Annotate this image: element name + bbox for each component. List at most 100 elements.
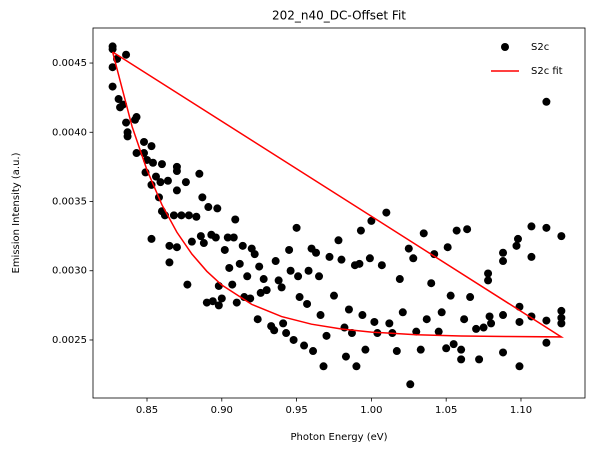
point — [225, 263, 234, 272]
point — [211, 233, 220, 242]
point — [196, 232, 205, 241]
point — [122, 118, 131, 127]
point — [303, 299, 312, 308]
point — [356, 226, 365, 235]
point — [304, 266, 313, 275]
x-tick-label: 1.00 — [360, 405, 382, 416]
fit-line — [111, 51, 564, 338]
point — [542, 97, 551, 106]
point — [192, 212, 201, 221]
point — [132, 149, 141, 158]
point — [108, 82, 117, 91]
point — [358, 311, 367, 320]
point — [286, 266, 295, 275]
x-tick-label: 1.05 — [435, 405, 457, 416]
point — [187, 237, 196, 246]
point — [542, 338, 551, 347]
point — [446, 291, 455, 300]
point — [377, 261, 386, 270]
point — [172, 167, 181, 176]
point — [385, 319, 394, 328]
point — [319, 362, 328, 371]
point — [274, 276, 283, 285]
point — [292, 223, 301, 232]
point — [151, 172, 160, 181]
point — [395, 275, 404, 284]
point — [271, 257, 280, 266]
point — [198, 193, 207, 202]
point — [181, 178, 190, 187]
point — [479, 323, 488, 332]
point — [527, 222, 536, 231]
point — [156, 178, 165, 187]
point — [361, 345, 370, 354]
point — [499, 311, 508, 320]
point — [457, 345, 466, 354]
point — [147, 142, 156, 151]
point — [404, 244, 413, 253]
point — [475, 355, 484, 364]
point — [184, 211, 193, 220]
point — [406, 380, 415, 389]
point — [325, 252, 334, 261]
point — [484, 269, 493, 278]
point — [108, 63, 117, 72]
point — [315, 272, 324, 281]
point — [217, 294, 226, 303]
point — [140, 137, 149, 146]
y-tick-label: 0.0030 — [52, 266, 87, 277]
point — [214, 301, 223, 310]
point — [442, 344, 451, 353]
point — [416, 345, 425, 354]
point — [123, 132, 132, 141]
point — [300, 341, 309, 350]
point — [235, 259, 244, 268]
point — [499, 348, 508, 357]
point — [122, 50, 131, 59]
point — [163, 176, 172, 185]
point — [204, 203, 213, 212]
point — [542, 223, 551, 232]
point — [277, 283, 286, 292]
point — [515, 317, 524, 326]
point — [202, 298, 211, 307]
point — [243, 272, 252, 281]
legend-label: S2c — [531, 42, 549, 53]
point — [472, 324, 481, 333]
point — [434, 327, 443, 336]
point — [329, 291, 338, 300]
point — [352, 362, 361, 371]
point — [382, 208, 391, 217]
point — [557, 306, 566, 315]
point — [557, 232, 566, 241]
point — [422, 315, 431, 324]
point — [250, 250, 259, 259]
point — [515, 362, 524, 371]
y-tick-label: 0.0035 — [52, 197, 87, 208]
point — [430, 250, 439, 259]
point — [466, 293, 475, 302]
point — [457, 355, 466, 364]
point — [108, 45, 117, 54]
point — [220, 245, 229, 254]
point — [485, 312, 494, 321]
point — [419, 229, 428, 238]
point — [256, 288, 265, 297]
x-tick-label: 0.85 — [136, 405, 158, 416]
y-tick-label: 0.0045 — [52, 58, 87, 69]
point — [427, 279, 436, 288]
point — [285, 245, 294, 254]
point — [355, 259, 364, 268]
plot-frame — [92, 27, 586, 399]
y-axis-label: Emission Intensity (a.u.) — [11, 152, 22, 273]
point — [484, 276, 493, 285]
point — [337, 255, 346, 264]
point — [177, 211, 186, 220]
point — [232, 298, 241, 307]
point — [262, 286, 271, 295]
point — [409, 254, 418, 263]
chart-title: 202_n40_DC-Offset Fit — [272, 9, 406, 23]
point — [238, 241, 247, 250]
point — [114, 95, 123, 104]
point — [542, 316, 551, 325]
